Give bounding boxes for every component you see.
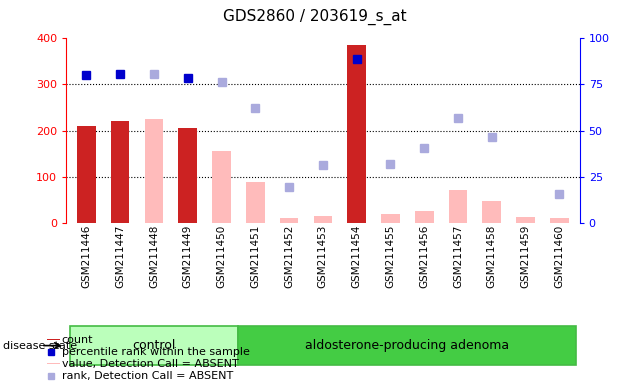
Text: aldosterone-producing adenoma: aldosterone-producing adenoma [306, 339, 510, 352]
Text: GSM211458: GSM211458 [487, 225, 497, 288]
Text: percentile rank within the sample: percentile rank within the sample [62, 347, 249, 357]
Bar [69, 326, 238, 365]
Bar [314, 216, 332, 223]
Bar [381, 214, 399, 223]
Bar [550, 218, 569, 223]
Text: GSM211446: GSM211446 [81, 225, 91, 288]
Text: disease state: disease state [3, 341, 77, 351]
Text: control: control [132, 339, 176, 352]
Bar [415, 211, 433, 223]
Text: GSM211452: GSM211452 [284, 225, 294, 288]
Text: GSM211456: GSM211456 [419, 225, 429, 288]
Text: GSM211453: GSM211453 [318, 225, 328, 288]
Bar [47, 339, 60, 340]
Text: GSM211455: GSM211455 [386, 225, 396, 288]
Text: GSM211459: GSM211459 [520, 225, 530, 288]
Text: value, Detection Call = ABSENT: value, Detection Call = ABSENT [62, 359, 238, 369]
Bar [77, 126, 96, 223]
Bar [449, 190, 467, 223]
Bar [516, 217, 535, 223]
Bar [347, 45, 366, 223]
Text: GSM211451: GSM211451 [250, 225, 260, 288]
Text: GSM211450: GSM211450 [217, 225, 227, 288]
Bar [178, 128, 197, 223]
Text: GDS2860 / 203619_s_at: GDS2860 / 203619_s_at [223, 9, 407, 25]
Bar [483, 200, 501, 223]
Text: GSM211448: GSM211448 [149, 225, 159, 288]
Bar [238, 326, 576, 365]
Text: count: count [62, 334, 93, 344]
Bar [246, 182, 265, 223]
Text: rank, Detection Call = ABSENT: rank, Detection Call = ABSENT [62, 371, 233, 381]
Text: GSM211460: GSM211460 [554, 225, 564, 288]
Bar [280, 218, 299, 223]
Text: GSM211454: GSM211454 [352, 225, 362, 288]
Text: GSM211449: GSM211449 [183, 225, 193, 288]
Bar [47, 363, 60, 364]
Bar [111, 121, 130, 223]
Text: GSM211447: GSM211447 [115, 225, 125, 288]
Bar [145, 119, 163, 223]
Bar [212, 151, 231, 223]
Text: GSM211457: GSM211457 [453, 225, 463, 288]
